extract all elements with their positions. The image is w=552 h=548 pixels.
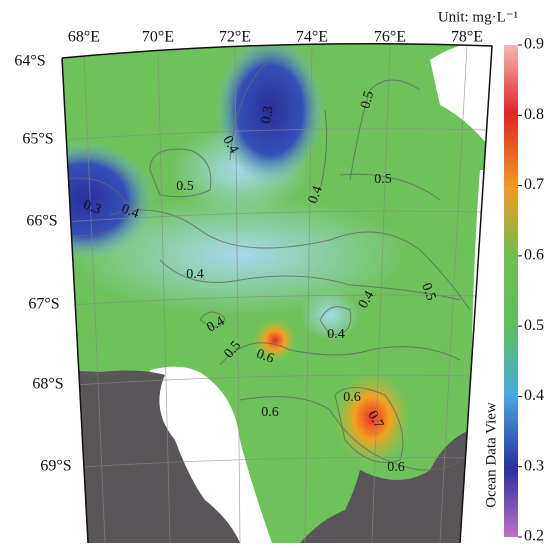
lon-label: 70°E <box>142 29 174 46</box>
contour-label: 0.4 <box>327 327 345 342</box>
contour-label: 0.6 <box>387 460 405 475</box>
colorbar-tick-label: 0.5 <box>524 317 544 334</box>
lon-label: 74°E <box>296 29 328 46</box>
lon-label: 72°E <box>219 29 251 46</box>
lat-label: 66°S <box>26 213 57 230</box>
colorbar-tick-label: 0.6 <box>524 247 544 264</box>
lon-label: 78°E <box>451 29 483 46</box>
colorbar <box>504 45 518 537</box>
contour-label: 0.6 <box>261 405 279 420</box>
contour-label: 0.5 <box>358 90 377 111</box>
lat-label: 69°S <box>40 458 71 475</box>
colorbar-tick-label: 0.7 <box>524 176 544 193</box>
colorbar-tick-label: 0.8 <box>524 106 544 123</box>
contour-label: 0.6 <box>254 347 276 367</box>
contour-label: 0.4 <box>119 202 141 222</box>
contour-label: 0.3 <box>81 198 103 218</box>
map-frame <box>61 42 493 544</box>
contour-label: 0.5 <box>176 179 194 194</box>
contour-label: 0.6 <box>343 390 361 405</box>
contour-label: 0.4 <box>306 184 326 206</box>
lon-label: 68°E <box>68 29 100 46</box>
colorbar-tick-label: 0.4 <box>524 387 544 404</box>
colorbar-tick-label: 0.3 <box>524 457 544 474</box>
contour-label: 0.4 <box>186 267 204 282</box>
graticule <box>62 44 491 543</box>
map-field <box>62 43 492 543</box>
lat-label: 67°S <box>28 296 59 313</box>
lat-label: 65°S <box>22 131 53 148</box>
contour-label: 0.3 <box>259 105 277 125</box>
contour-label: 0.5 <box>374 172 392 187</box>
lat-label: 64°S <box>14 53 45 70</box>
brand-label: Ocean Data View <box>483 402 499 508</box>
unit-label: Unit: mg·L⁻¹ <box>438 9 518 25</box>
colorbar-tick-label: 0.2 <box>524 528 544 543</box>
contour-label: 0.5 <box>418 281 438 303</box>
lat-label: 68°S <box>32 376 63 393</box>
lon-label: 76°E <box>374 29 406 46</box>
colorbar-tick-label: 0.9 <box>524 36 544 53</box>
